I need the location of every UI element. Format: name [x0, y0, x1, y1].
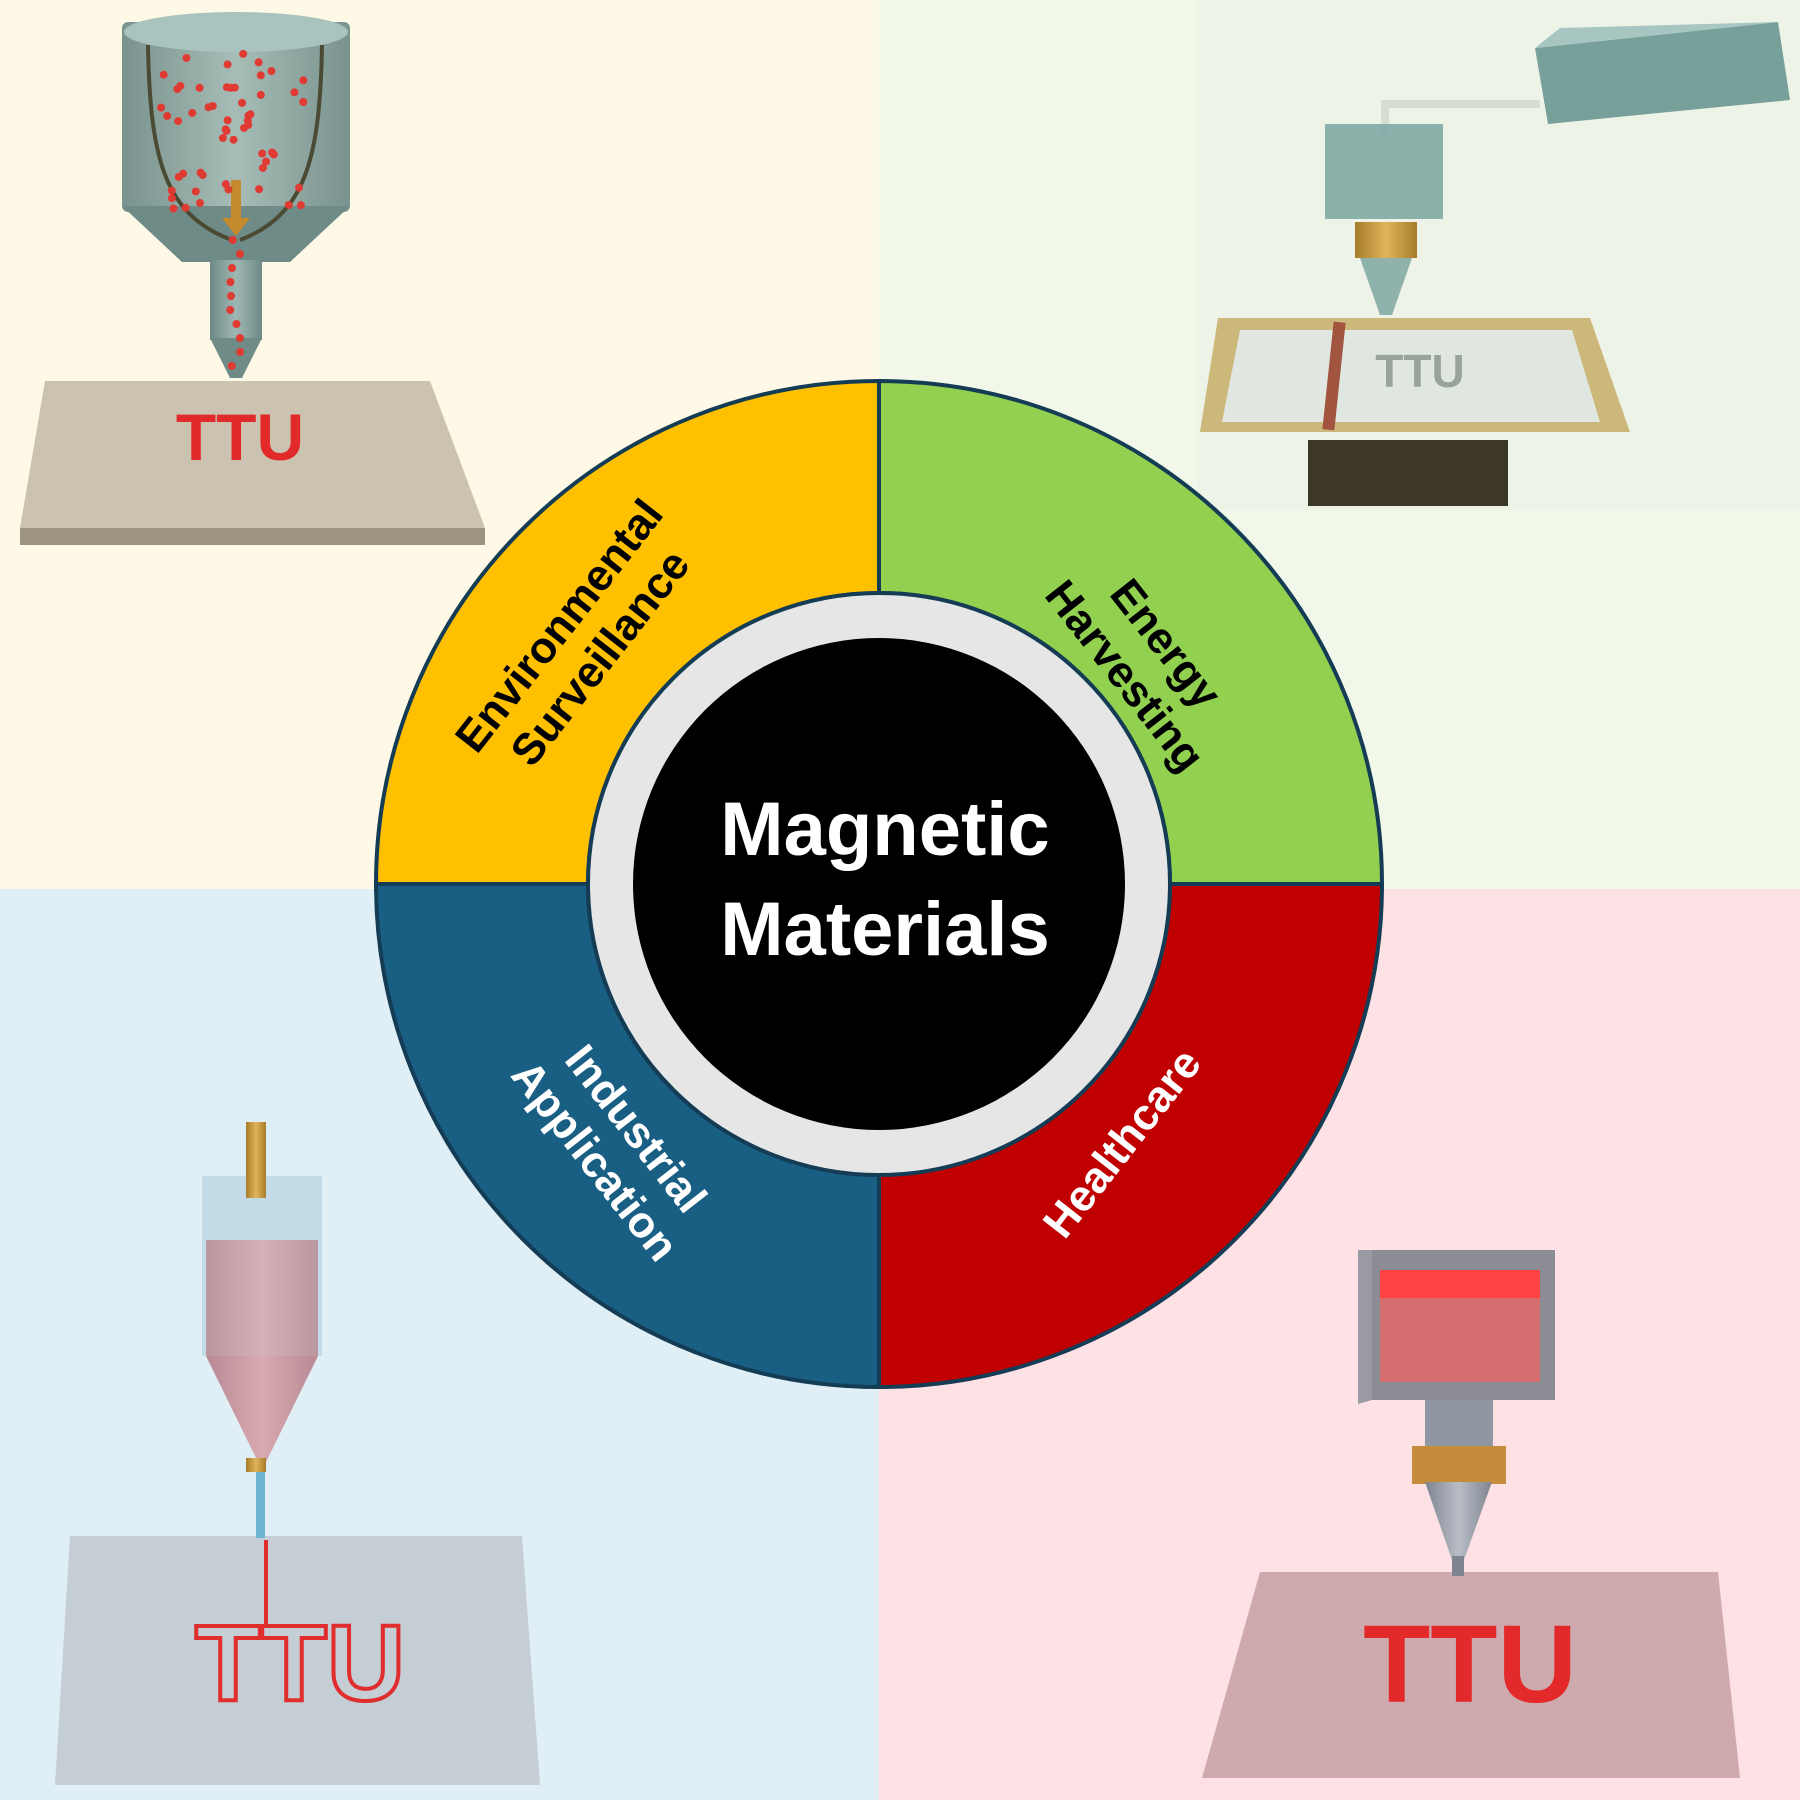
ink-particle: [167, 194, 176, 203]
ink-particle: [262, 157, 271, 166]
ink-particle: [224, 185, 233, 194]
ink-particle: [226, 83, 235, 92]
ink-particle: [235, 334, 244, 342]
print-substrate: [1202, 1572, 1740, 1778]
ink-particle: [296, 201, 305, 210]
ink-particle: [169, 204, 178, 213]
printed-ttu-label: TTU: [176, 400, 304, 474]
ink-particle: [295, 183, 304, 192]
ink-particle: [223, 60, 232, 69]
ink-particle: [236, 348, 245, 356]
ink-particle: [254, 58, 263, 67]
center-title-line1: Magnetic: [720, 787, 1049, 872]
ink-particle: [258, 163, 267, 172]
ink-particle: [238, 98, 247, 107]
center-title-line2: Materials: [720, 887, 1050, 972]
ink-particle: [256, 71, 265, 80]
ink-particle: [235, 250, 244, 258]
printer-illustration-bottom-left: TTU: [55, 1122, 540, 1785]
ink-particle: [196, 168, 205, 177]
ink-particle: [256, 90, 265, 99]
printer-illustration-top-right: TTU: [1197, 0, 1800, 510]
ink-particle: [196, 199, 205, 208]
ink-particle: [255, 185, 264, 194]
printed-ttu-label: TTU: [1363, 1603, 1577, 1726]
ink-particle: [258, 149, 267, 158]
print-substrate: [20, 381, 485, 528]
ink-particle: [284, 200, 293, 209]
ink-particle: [221, 125, 230, 134]
center-core: [633, 638, 1125, 1130]
print-substrate: [55, 1536, 540, 1785]
ink-particle: [182, 54, 191, 63]
ink-particle: [267, 67, 276, 76]
ink-particle: [227, 362, 236, 370]
ink-particle: [159, 70, 168, 79]
ink-particle: [299, 76, 308, 85]
ink-particle: [226, 292, 235, 300]
ink-particle: [223, 116, 232, 125]
ink-particle: [239, 49, 248, 58]
ink-particle: [290, 88, 299, 97]
ink-particle: [232, 320, 241, 328]
applications-ring: [373, 378, 1385, 1390]
ink-particle: [218, 134, 227, 143]
ink-particle: [268, 148, 277, 157]
ink-particle: [204, 103, 213, 112]
ink-particle: [244, 121, 253, 130]
ink-particle: [246, 110, 255, 119]
ink-particle: [163, 111, 172, 120]
printed-ttu-label: TTU: [1375, 345, 1464, 397]
ink-particle: [229, 135, 238, 144]
ink-particle: [299, 97, 308, 106]
ink-particle: [174, 117, 183, 126]
printer-illustration-bottom-right: TTU: [1202, 1250, 1740, 1778]
ink-particle: [174, 172, 183, 181]
ink-particle: [226, 306, 235, 314]
ink-particle: [228, 236, 237, 244]
ink-particle: [226, 278, 235, 286]
ink-particle: [228, 264, 237, 272]
ink-particle: [157, 103, 166, 112]
printed-ttu-label: TTU: [195, 1602, 405, 1723]
printer-illustration-top-left: TTU: [20, 12, 485, 545]
ink-particle: [191, 187, 200, 196]
ink-particle: [188, 108, 197, 117]
ink-particle: [195, 83, 204, 92]
ink-particle: [167, 186, 176, 195]
ink-particle: [176, 81, 185, 90]
ink-particle: [181, 203, 190, 212]
